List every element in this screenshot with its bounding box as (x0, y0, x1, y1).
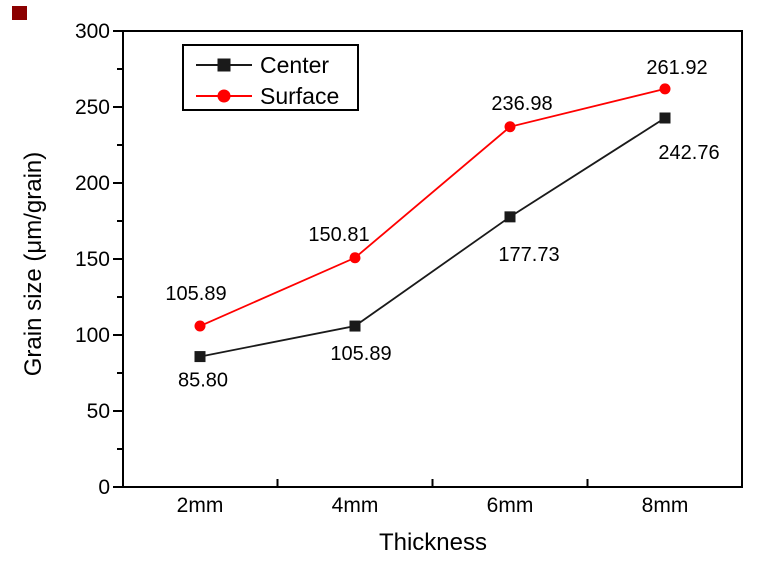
legend-marker-square (217, 58, 231, 72)
marker-circle (194, 320, 206, 332)
y-tick-label: 250 (75, 96, 110, 119)
y-tick-label: 50 (87, 400, 110, 423)
point-value-label: 105.89 (165, 283, 226, 305)
y-axis-title: Grain size (μm/grain) (20, 152, 47, 377)
series-line-center (199, 117, 666, 358)
legend-marker-circle (217, 89, 231, 103)
legend: Center Surface (182, 44, 359, 111)
series-line-surface (199, 88, 666, 327)
corner-red-mark (12, 6, 27, 20)
legend-box (182, 44, 359, 111)
y-axis: 0 50 100 150 200 250 300 (75, 20, 123, 499)
x-category-label: 6mm (487, 494, 534, 517)
x-category-label: 2mm (177, 494, 224, 517)
series-surface: 105.89 150.81 236.98 261.92 (165, 57, 708, 332)
marker-circle (659, 83, 671, 95)
y-tick-label: 0 (98, 476, 110, 499)
y-tick-label: 100 (75, 324, 110, 347)
x-category-label: 4mm (332, 494, 379, 517)
y-tick-label: 150 (75, 248, 110, 271)
point-value-label: 242.76 (658, 142, 719, 164)
marker-circle (349, 252, 361, 264)
marker-square (349, 320, 361, 332)
point-value-label: 236.98 (491, 93, 552, 115)
x-axis: 2mm 4mm 6mm 8mm (177, 479, 689, 517)
point-value-label: 85.80 (178, 370, 228, 392)
marker-circle (504, 121, 516, 133)
x-category-label: 8mm (642, 494, 689, 517)
y-tick-label: 300 (75, 20, 110, 43)
point-value-label: 177.73 (498, 244, 559, 266)
point-value-label: 105.89 (330, 343, 391, 365)
marker-square (504, 211, 516, 223)
point-value-label: 150.81 (308, 224, 369, 246)
legend-label: Center (260, 52, 329, 78)
marker-square (659, 112, 671, 124)
y-tick-label: 200 (75, 172, 110, 195)
legend-label: Surface (260, 83, 339, 109)
x-axis-title: Thickness (379, 529, 487, 556)
point-value-label: 261.92 (646, 57, 707, 79)
series-center: 85.80 105.89 177.73 242.76 (178, 112, 720, 392)
marker-square (194, 351, 206, 363)
